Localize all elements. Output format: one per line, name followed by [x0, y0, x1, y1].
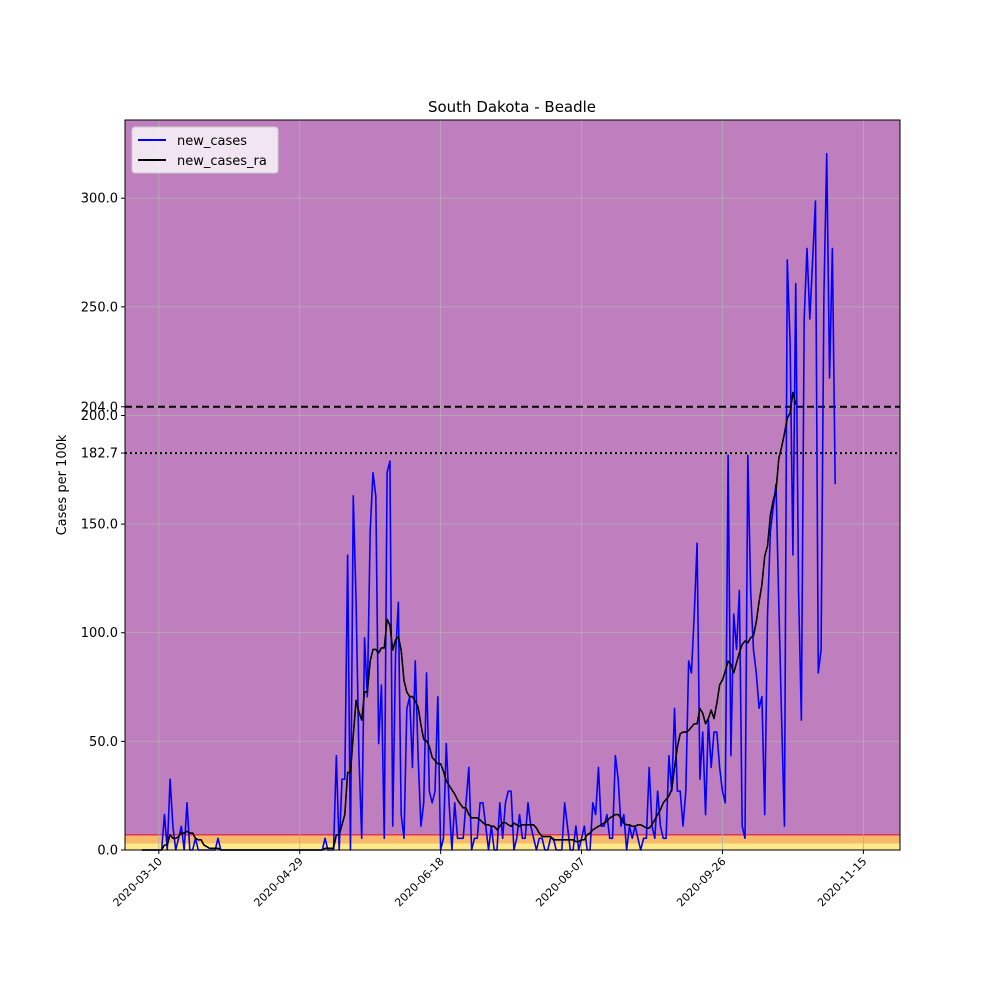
y-tick-label: 0.0: [97, 844, 118, 859]
plot-frame: [124, 119, 901, 851]
y-tick-label: 182.7: [81, 447, 118, 462]
legend-label-new_cases: new_cases: [177, 134, 247, 149]
y-tick-label: 50.0: [89, 735, 118, 750]
background-bands: [125, 120, 900, 850]
legend: new_cases new_cases_ra: [131, 126, 279, 174]
legend-box: [131, 126, 279, 174]
background-band-2: [125, 120, 900, 835]
y-tick-label: 100.0: [81, 626, 118, 641]
background-band-1: [125, 834, 900, 844]
reference-lines: [125, 405, 900, 455]
y-tick-label: 250.0: [81, 300, 118, 315]
background-band-0: [125, 843, 900, 850]
y-tick-label: 204.0: [81, 400, 118, 415]
y-tick-label: 150.0: [81, 518, 118, 533]
y-tick-label: 200.0: [81, 409, 118, 424]
legend-label-new_cases_ra: new_cases_ra: [177, 154, 267, 169]
y-tick-label: 300.0: [81, 192, 118, 207]
y-axis-label: Cases per 100k: [55, 434, 70, 535]
chart-title: South Dakota - Beadle: [428, 98, 596, 116]
